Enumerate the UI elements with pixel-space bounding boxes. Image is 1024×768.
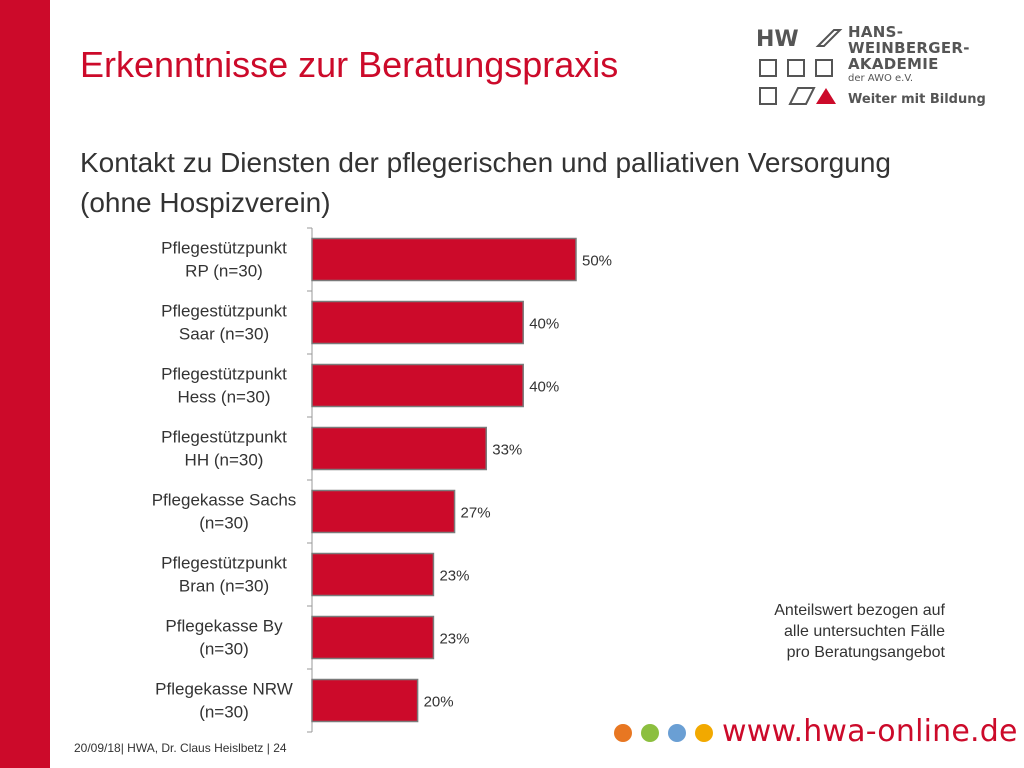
bar [311,678,419,723]
hwa-logo-mark: HW [756,27,843,105]
logo-line: WEINBERGER- [848,39,970,57]
category-label: Bran (n=30) [179,577,269,596]
bar [311,363,524,408]
category-label: RP (n=30) [185,262,263,281]
data-label: 33% [492,442,522,459]
green-dot-icon [641,724,659,742]
note-line: Anteilswert bezogen auf [774,602,945,619]
bar [311,552,435,597]
bar [311,615,435,660]
category-label: Pflegekasse NRW [155,680,293,699]
logo-red-triangle [816,88,836,104]
logo-line: AKADEMIE [848,55,939,73]
category-label: (n=30) [199,703,249,722]
category-label: Pflegestützpunkt [161,302,287,321]
logo-parallelogram [788,87,816,105]
bar [311,237,577,282]
left-accent-bar [0,0,50,768]
logo-square [759,59,777,77]
category-label: Hess (n=30) [177,388,270,407]
logo-text: HANS- WEINBERGER- AKADEMIE [848,24,970,72]
blue-dot-icon [668,724,686,742]
category-label: Pflegestützpunkt [161,365,287,384]
orange-dot-icon [614,724,632,742]
category-label: Pflegestützpunkt [161,428,287,447]
data-label: 40% [529,316,559,333]
slide-footer: 20/09/18| HWA, Dr. Claus Heislbetz | 24 [74,741,287,755]
logo-line: HANS- [848,23,904,41]
note-line: pro Beratungsangebot [786,644,945,661]
category-label: HH (n=30) [185,451,264,470]
bar [311,489,456,534]
category-label: Pflegestützpunkt [161,239,287,258]
slide-subtitle: Kontakt zu Diensten der pflegerischen un… [80,147,891,218]
logo-tagline: Weiter mit Bildung [848,92,986,107]
data-label: 40% [529,379,559,396]
category-label: Pflegekasse By [165,617,283,636]
logo-subtext: der AWO e.V. [848,73,914,84]
category-label: Pflegestützpunkt [161,554,287,573]
logo-square [815,59,833,77]
bar [311,300,524,345]
note-line: alle untersuchten Fälle [784,623,945,640]
category-label: (n=30) [199,514,249,533]
logo-square [787,59,805,77]
website-link[interactable]: www.hwa-online.de [722,714,1018,749]
data-label: 27% [461,505,491,522]
category-label: (n=30) [199,640,249,659]
category-label: Saar (n=30) [179,325,269,344]
chart-note: Anteilswert bezogen auf alle untersuchte… [700,600,945,663]
logo-slash-shape [815,29,843,47]
data-label: 20% [424,694,454,711]
category-label: Pflegekasse Sachs [152,491,297,510]
yellow-dot-icon [695,724,713,742]
slide-title: Erkenntnisse zur Beratungspraxis [80,44,619,85]
bar [311,426,487,471]
logo-mark-letters: HW [756,27,799,52]
data-label: 50% [582,253,612,270]
logo-square [759,87,777,105]
data-label: 23% [439,631,469,648]
data-label: 23% [439,568,469,585]
